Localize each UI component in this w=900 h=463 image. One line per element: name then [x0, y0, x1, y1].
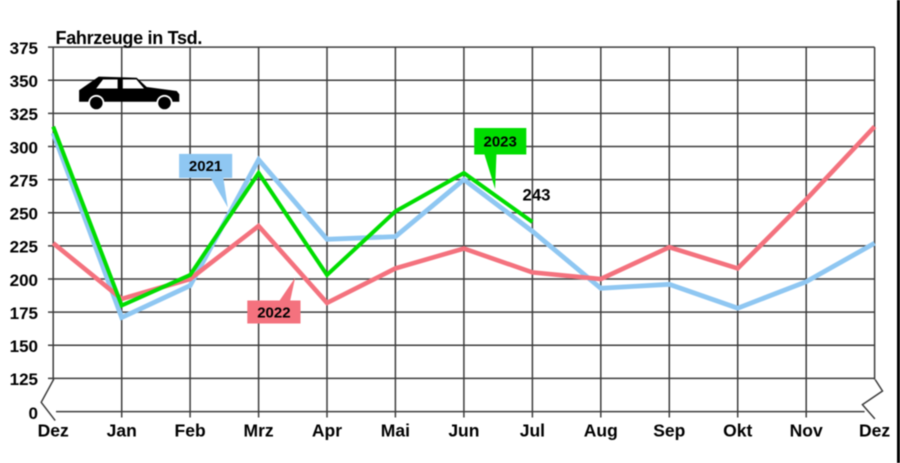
svg-text:Nov: Nov: [790, 421, 823, 441]
svg-text:2021: 2021: [189, 158, 222, 175]
svg-text:Jul: Jul: [520, 421, 545, 441]
svg-text:Okt: Okt: [723, 421, 752, 441]
svg-text:125: 125: [10, 370, 38, 389]
svg-text:375: 375: [10, 39, 38, 58]
svg-text:Feb: Feb: [175, 421, 206, 441]
svg-text:175: 175: [10, 304, 38, 323]
svg-text:200: 200: [10, 271, 38, 290]
svg-text:Apr: Apr: [312, 421, 342, 441]
svg-text:243: 243: [523, 185, 551, 204]
svg-text:Fahrzeuge in Tsd.: Fahrzeuge in Tsd.: [56, 28, 203, 48]
svg-text:2022: 2022: [257, 305, 290, 322]
svg-text:300: 300: [10, 138, 38, 157]
svg-text:0: 0: [29, 404, 38, 423]
svg-text:2023: 2023: [484, 134, 517, 151]
svg-text:250: 250: [10, 205, 38, 224]
svg-text:325: 325: [10, 105, 38, 124]
svg-text:225: 225: [10, 238, 38, 257]
svg-text:Dez: Dez: [38, 421, 69, 441]
svg-text:150: 150: [10, 337, 38, 356]
svg-text:Mai: Mai: [381, 421, 410, 441]
svg-text:Mrz: Mrz: [244, 421, 274, 441]
svg-text:Dez: Dez: [859, 421, 890, 441]
svg-text:Jan: Jan: [107, 421, 137, 441]
svg-text:Sep: Sep: [653, 421, 685, 441]
svg-text:Aug: Aug: [584, 421, 618, 441]
svg-text:275: 275: [10, 171, 38, 190]
svg-text:350: 350: [10, 72, 38, 91]
svg-text:Jun: Jun: [448, 421, 479, 441]
